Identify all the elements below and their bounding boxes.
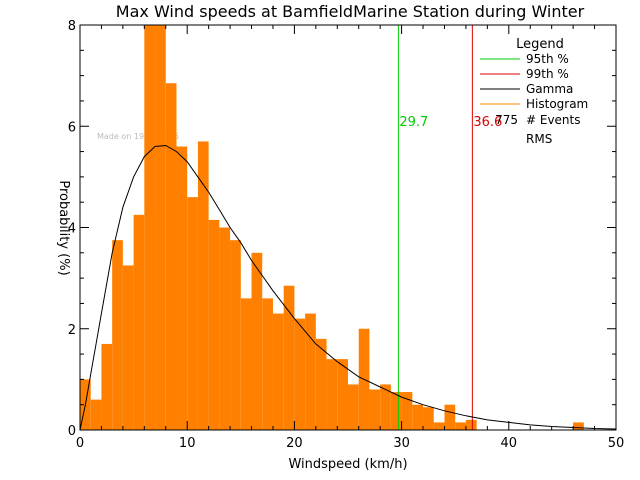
gamma-curve: [79, 144, 617, 431]
histogram-bar: [283, 285, 295, 430]
x-tick-label: 10: [179, 436, 196, 451]
histogram-bar: [122, 265, 134, 430]
histogram-bar: [230, 240, 241, 430]
axes: 0 10 20 30 40 50 0 2 4 6 8: [68, 19, 625, 451]
histogram-bar: [272, 313, 284, 430]
legend-extra-value: 775: [495, 113, 518, 127]
legend-extra-label: RMS: [526, 132, 552, 146]
legend-extra-label: # Events: [526, 113, 581, 127]
histogram-bar: [401, 392, 413, 430]
histogram-bar: [155, 25, 166, 430]
histogram-bar: [444, 404, 456, 430]
legend-entry-label: 99th %: [526, 67, 569, 81]
x-tick-label: 0: [76, 436, 84, 451]
legend-entry-label: Histogram: [526, 97, 588, 111]
legend-entry-label: 95th %: [526, 52, 569, 66]
histogram-bar: [305, 313, 316, 430]
legend-entry-label: Gamma: [526, 82, 573, 96]
x-tick-label: 40: [501, 436, 518, 451]
y-tick-label: 8: [68, 19, 76, 34]
histogram-bar: [208, 219, 220, 430]
histogram-bar: [315, 338, 327, 430]
watermark: Made on 19 Jul 2025: [97, 132, 179, 141]
x-axis-label: Windspeed (km/h): [288, 457, 407, 472]
histogram-bar: [326, 359, 338, 430]
histogram-bar: [262, 298, 273, 430]
histogram-bar: [348, 384, 359, 430]
histogram-bar: [369, 389, 381, 430]
histogram-bar: [573, 422, 584, 430]
histogram-bar: [240, 298, 252, 430]
histogram-bar: [133, 214, 145, 430]
legend-title: Legend: [516, 37, 564, 52]
y-tick-label: 0: [68, 424, 76, 439]
histogram-bar: [433, 422, 445, 430]
histogram-bar: [176, 146, 188, 430]
histogram-bars: [80, 25, 584, 430]
histogram-bar: [90, 399, 102, 430]
chart-title: Max Wind speeds at BamfieldMarine Statio…: [116, 2, 585, 21]
y-axis-label: Probability (%): [56, 180, 71, 275]
histogram-bar: [219, 227, 231, 430]
histogram-bar: [337, 359, 348, 430]
y-tick-label: 4: [68, 222, 76, 237]
histogram-bar: [144, 25, 156, 430]
x-tick-label: 50: [608, 436, 625, 451]
histogram-bar: [101, 343, 113, 430]
histogram-bar: [465, 419, 477, 430]
histogram-bar: [390, 392, 402, 430]
y-tick-label: 2: [68, 323, 76, 338]
histogram-bar: [412, 404, 424, 430]
percentile-lines: 29.7 36.6: [397, 25, 502, 430]
histogram-bar: [187, 197, 198, 430]
histogram-bar: [112, 240, 123, 430]
x-tick-label: 20: [286, 436, 303, 451]
histogram-bar: [294, 318, 306, 430]
histogram-bar: [455, 422, 466, 430]
histogram-bar: [197, 141, 209, 430]
histogram-bar: [380, 384, 391, 430]
x-tick-label: 30: [393, 436, 410, 451]
p99-value-label: 36.6: [473, 115, 502, 130]
y-tick-label: 6: [68, 120, 76, 135]
histogram-bar: [423, 407, 434, 430]
histogram-bar: [165, 83, 177, 430]
p95-value-label: 29.7: [399, 115, 428, 130]
histogram-bar: [251, 252, 263, 430]
